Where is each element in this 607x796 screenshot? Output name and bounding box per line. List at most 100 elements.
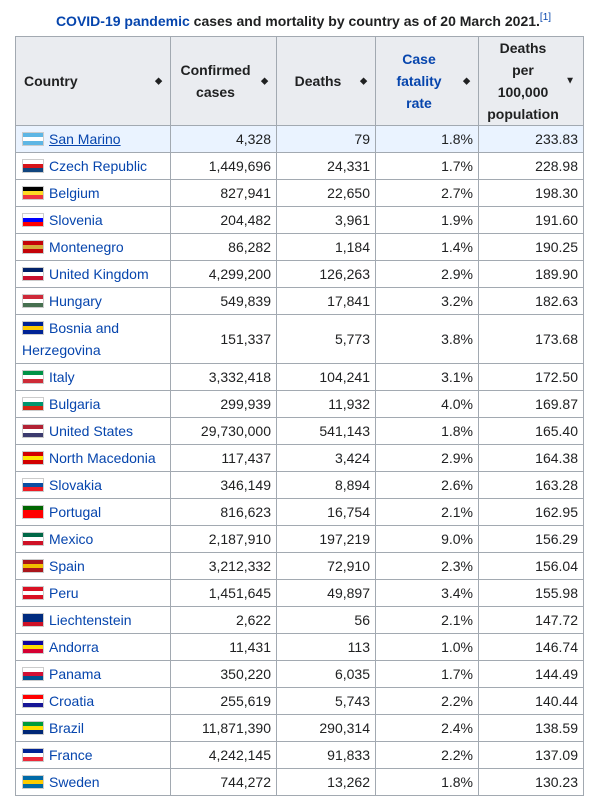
flag-icon (22, 532, 44, 546)
country-link[interactable]: Bosnia and Herzegovina (22, 320, 120, 358)
flag-icon (22, 640, 44, 654)
flag-icon (22, 478, 44, 492)
cell-deaths-per-100k: 156.04 (478, 552, 584, 580)
country-link[interactable]: Slovenia (49, 212, 103, 228)
cell-cases: 346,149 (170, 471, 277, 499)
cell-cases: 4,328 (170, 125, 277, 153)
cell-country: Brazil (15, 714, 171, 742)
cell-cfr: 1.8% (375, 417, 479, 445)
cell-country: Belgium (15, 179, 171, 207)
country-link[interactable]: Sweden (49, 774, 100, 790)
flag-icon (22, 694, 44, 708)
country-link[interactable]: Croatia (49, 693, 95, 709)
cell-deaths: 197,219 (276, 525, 376, 553)
cell-cfr: 1.4% (375, 233, 479, 261)
table-row: Liechtenstein 2,622 56 2.1% 147.72 (15, 606, 584, 634)
cell-cases: 4,242,145 (170, 741, 277, 769)
cell-deaths: 5,743 (276, 687, 376, 715)
cell-deaths: 17,841 (276, 287, 376, 315)
cell-country: Sweden (15, 768, 171, 796)
cell-cfr: 1.7% (375, 660, 479, 688)
cell-cfr: 2.3% (375, 552, 479, 580)
cell-country: Bulgaria (15, 390, 171, 418)
cell-cases: 2,622 (170, 606, 277, 634)
cell-cfr: 2.9% (375, 444, 479, 472)
country-link[interactable]: United States (49, 423, 134, 439)
cell-country: Bosnia and Herzegovina (15, 314, 171, 364)
table-row: San Marino 4,328 79 1.8% 233.83 (15, 125, 584, 153)
country-link[interactable]: France (49, 747, 93, 763)
cell-cases: 1,449,696 (170, 152, 277, 180)
cell-country: Croatia (15, 687, 171, 715)
col-header-cases[interactable]: Confirmed cases ◆ (170, 36, 277, 126)
table-row: Peru 1,451,645 49,897 3.4% 155.98 (15, 579, 584, 607)
table-row: United States 29,730,000 541,143 1.8% 165.40 (15, 417, 584, 445)
cell-cfr: 3.4% (375, 579, 479, 607)
cell-deaths-per-100k: 182.63 (478, 287, 584, 315)
country-link[interactable]: San Marino (49, 131, 121, 147)
cell-country: United States (15, 417, 171, 445)
table-row: North Macedonia 117,437 3,424 2.9% 164.38 (15, 444, 584, 472)
sort-descending-icon: ▼ (565, 75, 575, 87)
col-header-country[interactable]: Country ◆ (15, 36, 171, 126)
cell-deaths: 6,035 (276, 660, 376, 688)
country-link[interactable]: United Kingdom (49, 266, 149, 282)
cell-country: Portugal (15, 498, 171, 526)
table-row: France 4,242,145 91,833 2.2% 137.09 (15, 741, 584, 769)
country-link[interactable]: Bulgaria (49, 396, 101, 412)
country-link[interactable]: Czech Republic (49, 158, 148, 174)
table-row: Slovenia 204,482 3,961 1.9% 191.60 (15, 206, 584, 234)
cell-deaths: 541,143 (276, 417, 376, 445)
cell-deaths: 290,314 (276, 714, 376, 742)
country-link[interactable]: Peru (49, 585, 79, 601)
country-link[interactable]: Mexico (49, 531, 94, 547)
flag-icon (22, 213, 44, 227)
country-link[interactable]: Liechtenstein (49, 612, 132, 628)
cell-country: Panama (15, 660, 171, 688)
country-link[interactable]: Portugal (49, 504, 102, 520)
table-row: Bulgaria 299,939 11,932 4.0% 169.87 (15, 390, 584, 418)
country-link[interactable]: North Macedonia (49, 450, 156, 466)
country-link[interactable]: Brazil (49, 720, 85, 736)
col-header-deaths[interactable]: Deaths ◆ (276, 36, 376, 126)
cell-cases: 255,619 (170, 687, 277, 715)
reference-link[interactable]: [1] (539, 12, 552, 23)
country-link[interactable]: Andorra (49, 639, 99, 655)
col-header-deaths-per-100k[interactable]: Deaths per 100,000 population ▼ (478, 36, 584, 126)
cell-cases: 827,941 (170, 179, 277, 207)
cell-country: Mexico (15, 525, 171, 553)
country-link[interactable]: Belgium (49, 185, 100, 201)
table-caption: COVID-19 pandemic cases and mortality by… (0, 8, 607, 31)
cell-deaths-per-100k: 228.98 (478, 152, 584, 180)
table-row: Sweden 744,272 13,262 1.8% 130.23 (15, 768, 584, 796)
country-link[interactable]: Italy (49, 369, 75, 385)
cell-cases: 2,187,910 (170, 525, 277, 553)
cell-country: Montenegro (15, 233, 171, 261)
cell-deaths: 22,650 (276, 179, 376, 207)
cell-cases: 3,212,332 (170, 552, 277, 580)
cell-cfr: 2.2% (375, 687, 479, 715)
cell-country: Czech Republic (15, 152, 171, 180)
table-row: Belgium 827,941 22,650 2.7% 198.30 (15, 179, 584, 207)
country-link[interactable]: Montenegro (49, 239, 124, 255)
table-row: Slovakia 346,149 8,894 2.6% 163.28 (15, 471, 584, 499)
cell-deaths-per-100k: 190.25 (478, 233, 584, 261)
covid-pandemic-link[interactable]: COVID-19 pandemic (55, 13, 190, 29)
table-row: Croatia 255,619 5,743 2.2% 140.44 (15, 687, 584, 715)
country-link[interactable]: Panama (49, 666, 102, 682)
cell-cfr: 1.7% (375, 152, 479, 180)
cell-cfr: 2.4% (375, 714, 479, 742)
flag-icon (22, 775, 44, 789)
cell-deaths: 11,932 (276, 390, 376, 418)
cell-deaths-per-100k: 146.74 (478, 633, 584, 661)
country-link[interactable]: Slovakia (49, 477, 102, 493)
cell-deaths-per-100k: 172.50 (478, 363, 584, 391)
col-header-cfr[interactable]: Case fatality rate ◆ (375, 36, 479, 126)
country-link[interactable]: Hungary (49, 293, 102, 309)
table-row: Montenegro 86,282 1,184 1.4% 190.25 (15, 233, 584, 261)
caption-text: cases and mortality by country as of 20 … (189, 13, 540, 29)
cell-cfr: 1.8% (375, 768, 479, 796)
flag-icon (22, 667, 44, 681)
cell-cfr: 9.0% (375, 525, 479, 553)
country-link[interactable]: Spain (49, 558, 85, 574)
